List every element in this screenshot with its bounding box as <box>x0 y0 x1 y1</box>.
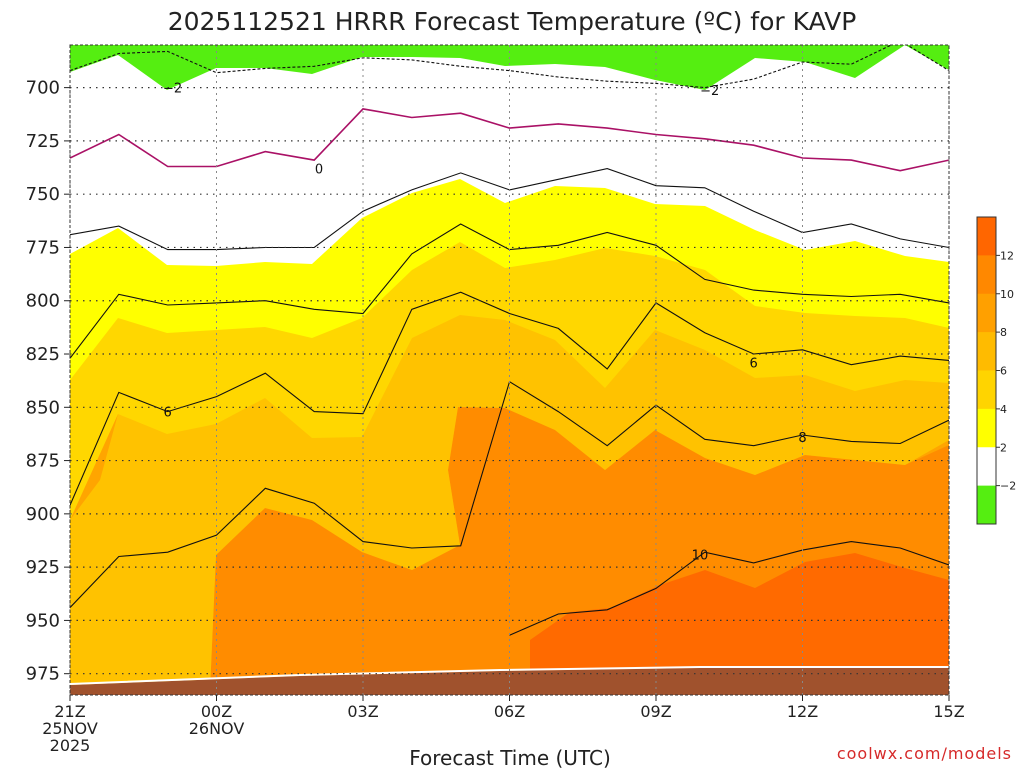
y-tick-label: 825 <box>26 344 60 365</box>
legend-swatch <box>977 485 996 525</box>
credit-text: coolwx.com/models <box>837 744 1012 763</box>
x-tick-label: 12Z <box>787 702 818 721</box>
band-below-minus2 <box>70 45 949 90</box>
contour-label: 6 <box>164 406 172 421</box>
plot-frame <box>69 44 950 696</box>
y-tick-label: 700 <box>26 78 60 99</box>
contour-label: −2 <box>700 84 719 99</box>
contour-label: 0 <box>315 163 323 178</box>
legend-swatch <box>977 293 996 333</box>
y-tick-label: 750 <box>26 184 60 205</box>
legend-swatch <box>977 447 996 487</box>
y-tick-label: 975 <box>26 664 60 685</box>
y-tick-label: 875 <box>26 451 60 472</box>
legend-label: 8 <box>1000 326 1007 339</box>
legend-swatch <box>977 332 996 371</box>
legend-label: 12 <box>1000 249 1014 262</box>
y-tick-label: 950 <box>26 610 60 631</box>
x-tick-label: 03Z <box>347 702 378 721</box>
isotherm-line <box>70 45 949 89</box>
contour-label: −2 <box>163 82 182 97</box>
color-legend: 12 10 8 6 4 2 −2 <box>976 216 1016 525</box>
legend-label: −2 <box>1000 480 1016 493</box>
legend-swatch <box>977 408 996 448</box>
legend-label: 10 <box>1000 288 1014 301</box>
legend-swatch <box>977 217 996 256</box>
x-tick-label: 09Z <box>640 702 671 721</box>
x-tick-label: 15Z <box>933 702 964 721</box>
y-axis-ticks: 700 725 750 775 800 825 850 875 900 925 950 975 <box>26 78 70 685</box>
x-axis-ticks: 21Z 25NOV 2025 00Z 26NOV 03Z 06Z 09Z 12Z 15Z <box>42 695 965 755</box>
legend-label: 4 <box>1000 403 1007 416</box>
isotherm-line <box>509 541 949 636</box>
legend-label: 2 <box>1000 441 1007 454</box>
contour-label: 6 <box>750 357 758 372</box>
surface-line <box>70 666 949 685</box>
band-above-12 <box>530 553 949 695</box>
legend-label: 6 <box>1000 365 1007 378</box>
contour-label: 8 <box>798 431 806 446</box>
legend-swatch <box>977 255 996 295</box>
band-minus2-to-2 <box>70 45 949 266</box>
y-tick-label: 900 <box>26 504 60 525</box>
y-tick-label: 800 <box>26 291 60 312</box>
plot-area <box>70 45 949 695</box>
x-tick-label: 21Z 25NOV 2025 <box>42 702 98 755</box>
x-tick-label: 06Z <box>494 702 525 721</box>
y-tick-label: 850 <box>26 397 60 418</box>
isotherm-line <box>70 291 949 506</box>
x-tick-label: 00Z 26NOV <box>189 702 245 738</box>
y-tick-label: 775 <box>26 237 60 258</box>
contour-labels: −2 −2 0 6 6 8 10 <box>163 82 807 564</box>
chart-title: 2025112521 HRRR Forecast Temperature (ºC… <box>168 7 857 36</box>
x-axis-label: Forecast Time (UTC) <box>409 746 611 768</box>
y-tick-label: 725 <box>26 131 60 152</box>
legend-swatch <box>977 370 996 410</box>
y-tick-label: 925 <box>26 557 60 578</box>
contour-label: 10 <box>692 548 709 563</box>
